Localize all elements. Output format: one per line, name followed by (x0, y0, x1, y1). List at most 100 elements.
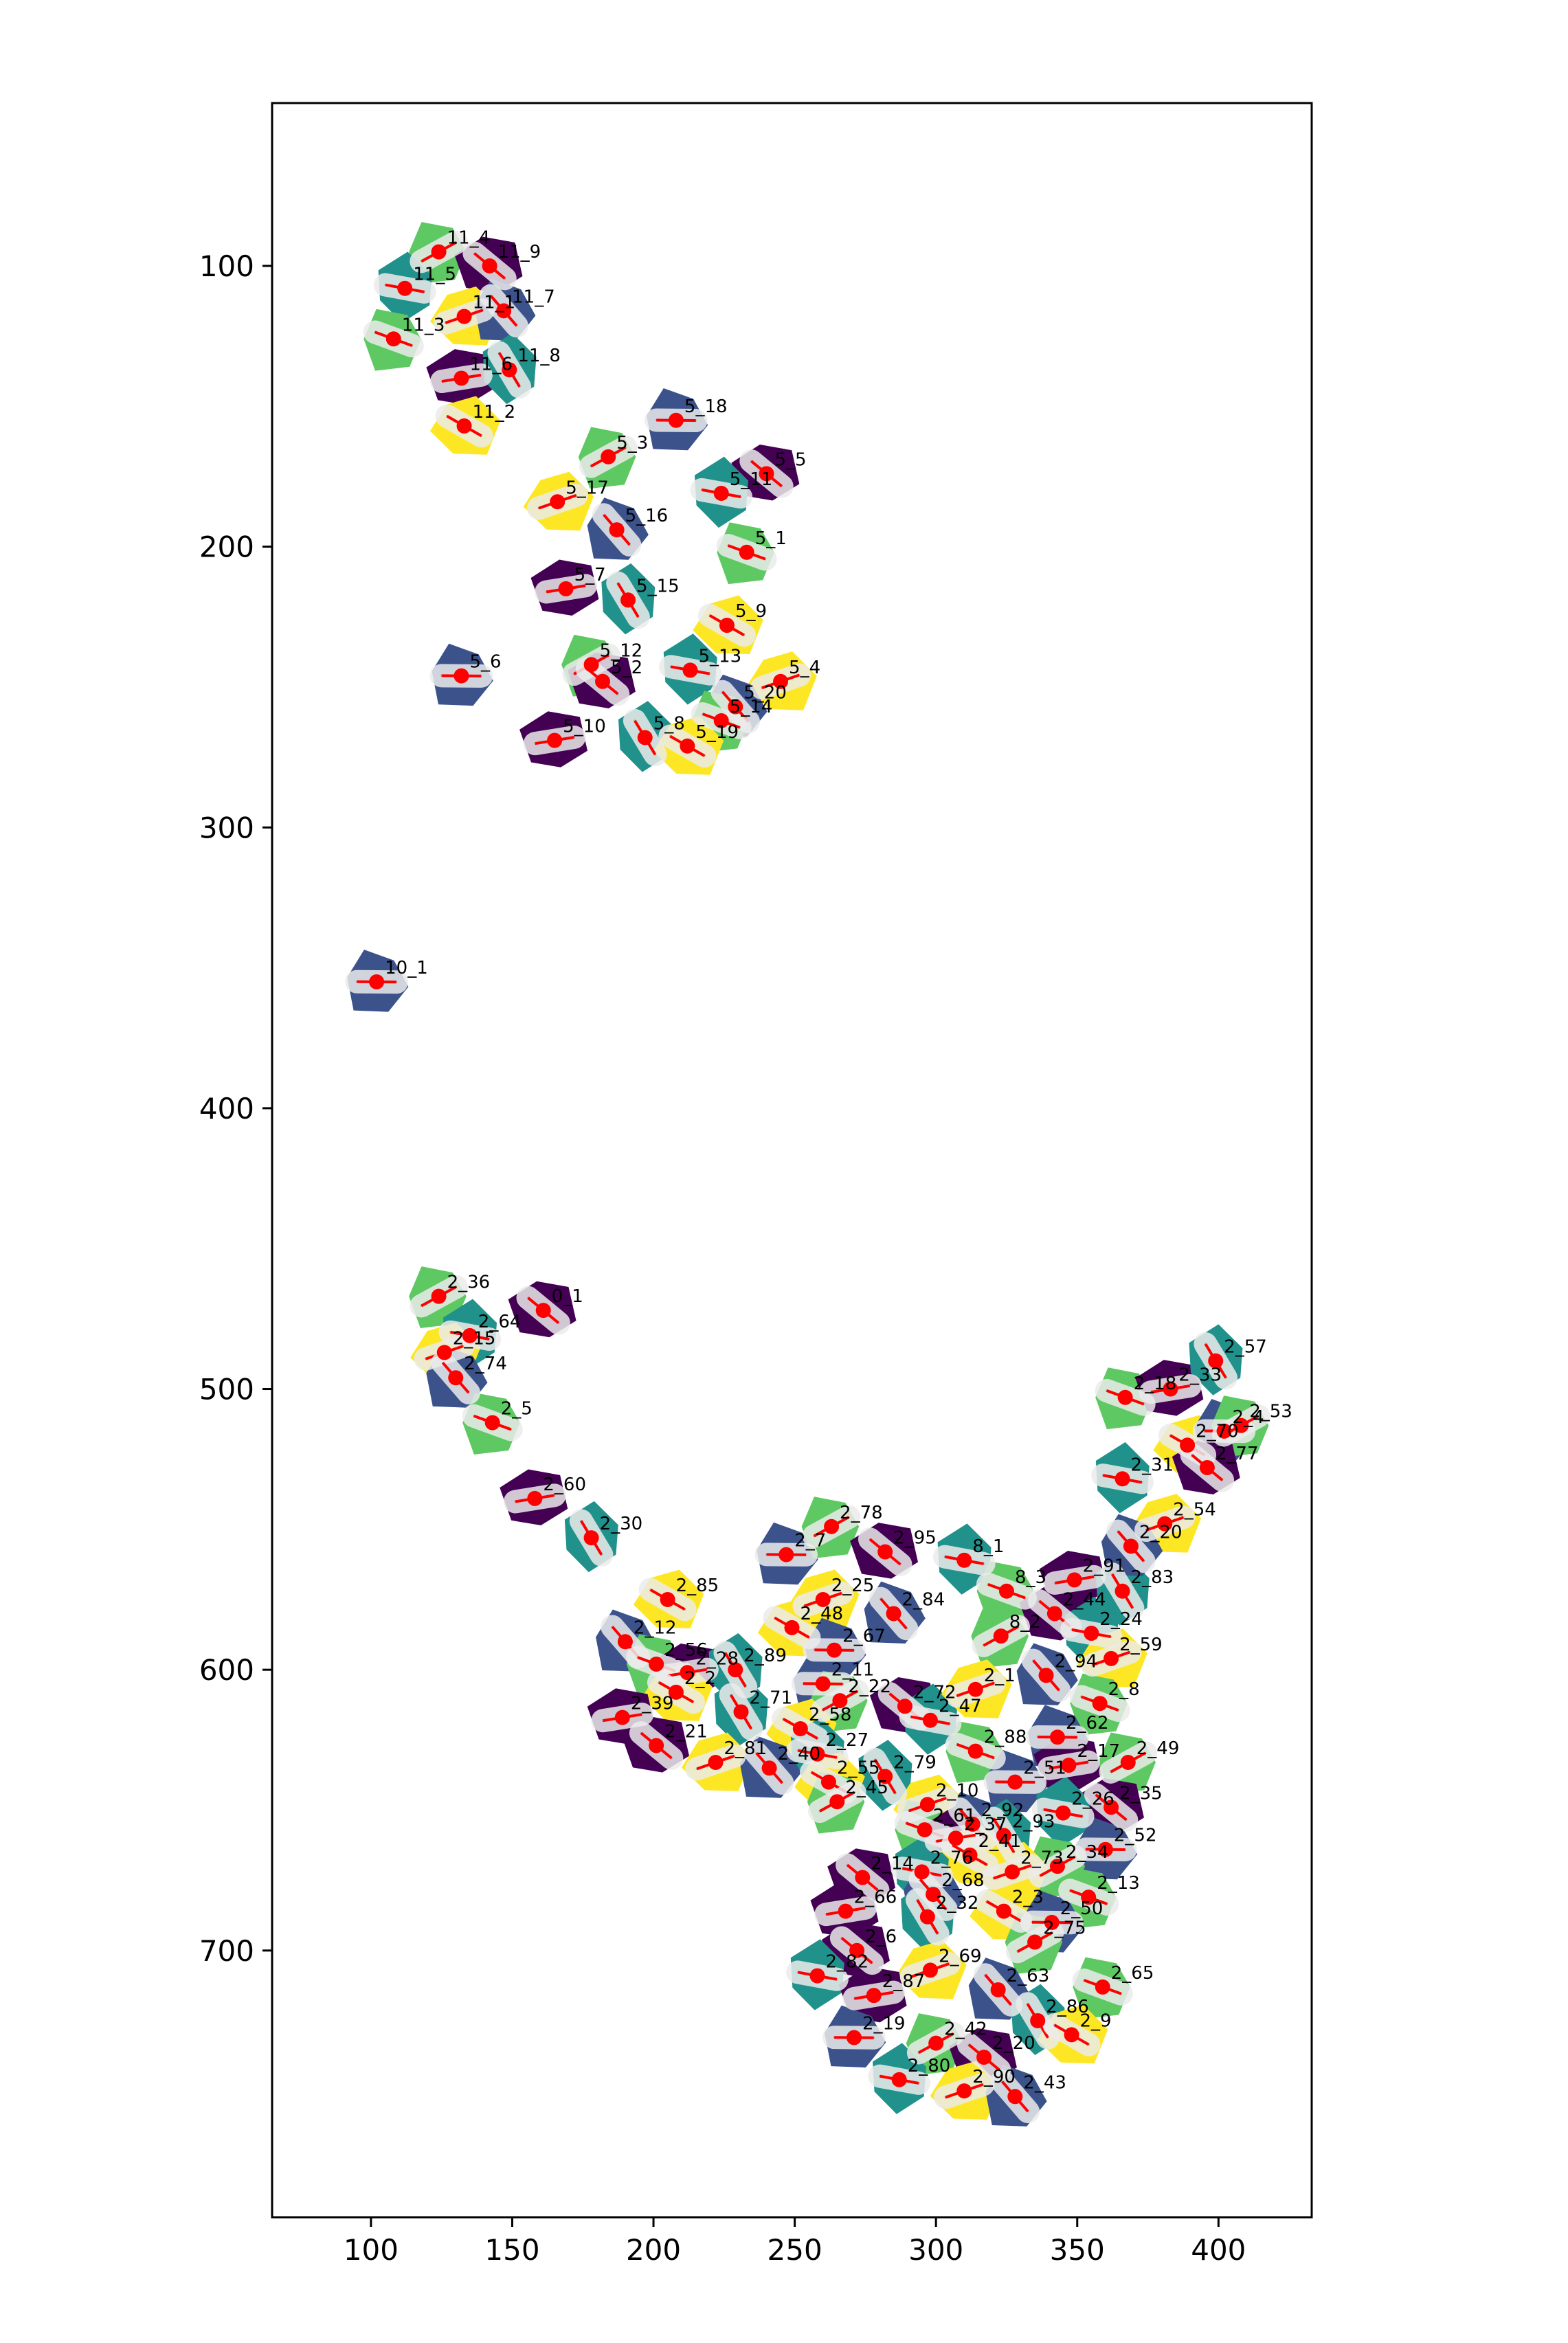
y-tick-label: 200 (199, 530, 254, 564)
point-label: 2_79 (893, 1752, 937, 1773)
point-label: 11_4 (447, 228, 491, 249)
point-label: 2_52 (1114, 1826, 1157, 1846)
point-marker (617, 1634, 633, 1650)
point-label: 2_51 (1023, 1758, 1066, 1779)
point-label: 2_75 (1043, 1918, 1086, 1939)
point-marker (956, 1552, 972, 1568)
point-marker (849, 1942, 865, 1958)
point-label: 2_66 (854, 1887, 897, 1908)
point-label: 2_92 (981, 1800, 1024, 1821)
point-marker (809, 1968, 825, 1984)
point-marker (462, 1327, 478, 1343)
point-marker (1208, 1353, 1224, 1369)
point-label: 2_17 (1077, 1741, 1120, 1762)
point-marker (431, 244, 447, 260)
point-label: 2_55 (837, 1758, 880, 1779)
point-label: 11_7 (512, 287, 555, 307)
point-marker (962, 1847, 978, 1863)
point-marker (453, 370, 469, 386)
point-marker (886, 1606, 901, 1622)
point-label: 2_20 (1139, 1522, 1183, 1543)
point-marker (637, 730, 653, 746)
point-marker (713, 713, 729, 728)
point-marker (784, 1619, 800, 1635)
point-marker (1044, 1914, 1060, 1930)
point-marker (761, 1760, 777, 1776)
point-label: 2_47 (939, 1696, 982, 1717)
point-marker (502, 362, 517, 378)
point-label: 2_90 (972, 2067, 1016, 2087)
x-tick-label: 250 (768, 2233, 822, 2267)
point-label: 2_34 (1066, 1842, 1109, 1863)
point-label: 2_19 (862, 2013, 906, 2034)
point-marker (1095, 1979, 1110, 1995)
point-label: 2_48 (800, 1604, 844, 1624)
point-label: 2_12 (634, 1617, 677, 1638)
point-label: 2_81 (724, 1738, 767, 1759)
point-marker (601, 449, 616, 464)
point-label: 2_50 (1060, 1898, 1104, 1919)
point-marker (967, 1743, 983, 1759)
point-marker (759, 466, 774, 482)
point-marker (719, 618, 735, 634)
point-label: 11_6 (469, 354, 513, 374)
x-tick-label: 150 (484, 2233, 539, 2267)
point-marker (919, 1797, 935, 1813)
y-tick-label: 500 (199, 1373, 254, 1406)
point-markers (369, 244, 1249, 2105)
point-marker (919, 1909, 935, 1925)
point-label: 2_64 (478, 1312, 522, 1332)
point-label: 2_95 (893, 1528, 937, 1549)
y-tick-label: 700 (199, 1934, 254, 1968)
point-marker (649, 1738, 664, 1753)
point-label: 0_1 (552, 1286, 583, 1307)
point-marker (728, 699, 743, 715)
point-marker (956, 2083, 972, 2099)
point-marker (1120, 1755, 1136, 1771)
point-label: 2_9 (1080, 2010, 1112, 2031)
point-marker (385, 331, 401, 347)
point-label: 8_3 (1015, 1567, 1046, 1588)
point-label: 2_49 (1136, 1738, 1180, 1759)
point-label: 11_9 (498, 242, 541, 262)
point-marker (609, 522, 625, 538)
point-marker (558, 581, 574, 596)
point-marker (728, 1662, 743, 1678)
point-marker (369, 974, 385, 990)
point-label: 2_31 (1131, 1455, 1174, 1475)
point-label: 5_8 (653, 714, 685, 735)
point-label: 2_72 (913, 1682, 956, 1703)
point-label: 2_36 (447, 1273, 491, 1293)
point-marker (733, 1704, 749, 1720)
point-marker (1066, 1572, 1082, 1588)
point-marker (990, 1982, 1006, 1998)
x-tick-label: 400 (1191, 2233, 1246, 2267)
point-label: 11_1 (473, 293, 516, 313)
point-label: 5_20 (743, 683, 787, 704)
point-marker (1081, 1890, 1097, 1905)
point-marker (1115, 1471, 1130, 1487)
point-label: 5_15 (636, 576, 680, 596)
point-marker (1007, 1774, 1023, 1790)
point-label: 2_89 (743, 1646, 787, 1666)
point-marker (456, 309, 472, 324)
point-label: 2_54 (1173, 1500, 1216, 1521)
point-label: 2_21 (664, 1721, 708, 1742)
point-marker (397, 280, 413, 296)
point-label: 2_3 (1012, 1887, 1044, 1908)
point-label: 2_56 (664, 1640, 708, 1661)
point-label: 2_63 (1007, 1966, 1050, 1986)
point-marker (928, 2035, 944, 2051)
point-label: 2_5 (501, 1399, 533, 1420)
point-marker (832, 1693, 848, 1709)
point-label: 10_1 (385, 958, 428, 978)
point-label: 2_44 (1063, 1589, 1106, 1610)
point-marker (660, 1592, 675, 1608)
point-label: 5_16 (625, 506, 669, 526)
point-marker (897, 1699, 912, 1714)
point-marker (614, 1709, 630, 1725)
point-marker (996, 1903, 1011, 1919)
point-marker (1163, 1381, 1178, 1397)
point-marker (649, 1656, 664, 1672)
point-marker (456, 418, 472, 434)
